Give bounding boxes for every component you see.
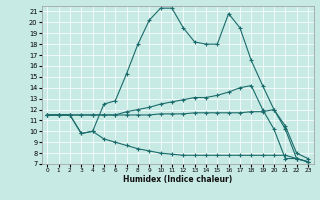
- X-axis label: Humidex (Indice chaleur): Humidex (Indice chaleur): [123, 175, 232, 184]
